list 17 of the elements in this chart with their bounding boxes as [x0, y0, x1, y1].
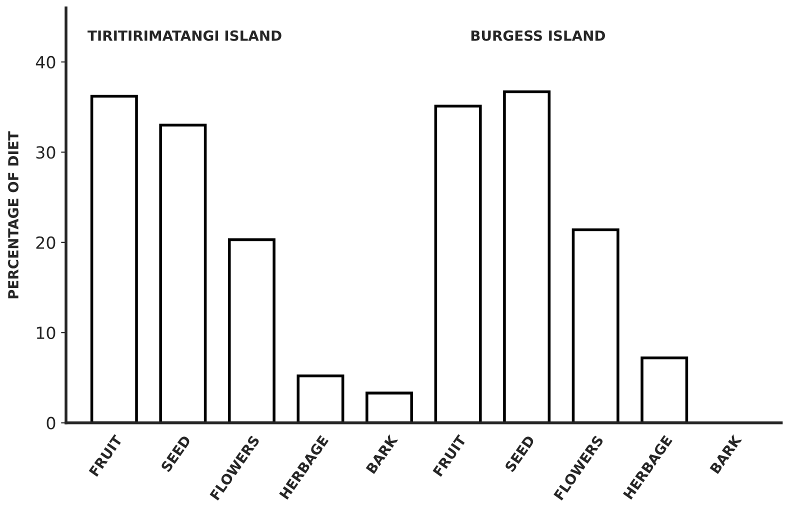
bar: [434, 104, 482, 423]
bar: [503, 90, 551, 423]
bar: [296, 374, 344, 423]
bar: [366, 392, 414, 423]
y-tick-label: 10: [36, 326, 56, 340]
bar: [159, 124, 207, 423]
bar: [572, 228, 620, 423]
y-tick-label: 30: [36, 146, 56, 159]
y-tick-label: 40: [36, 56, 56, 69]
y-tick-label: 20: [36, 236, 56, 249]
annotation: BURGESS ISLAND: [471, 30, 606, 41]
bar: [90, 94, 138, 423]
y-tick-label: 0: [46, 416, 56, 430]
y-axis-title: PERCENTAGE OF DIET: [8, 131, 19, 298]
bar: [228, 238, 276, 423]
annotation: TIRITIRIMATANGI ISLAND: [88, 30, 282, 41]
bar: [640, 356, 688, 423]
